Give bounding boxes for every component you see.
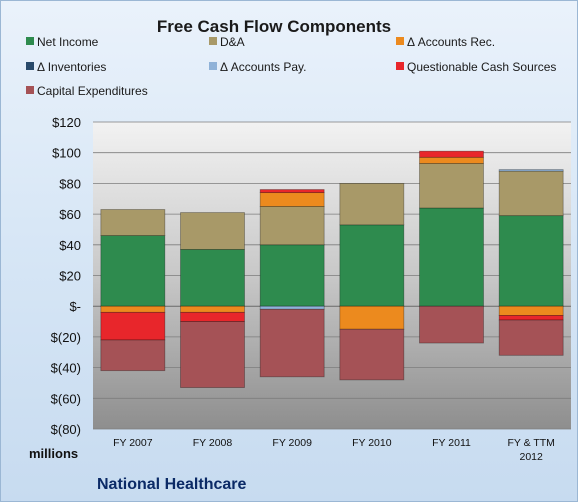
bar-capital-expenditures <box>498 319 564 356</box>
bar-questionable-cash-sources <box>100 311 166 341</box>
bar-net-income <box>339 224 405 307</box>
y-tick-label: $(60) <box>51 391 81 406</box>
legend-label-d-a: D&A <box>220 35 245 49</box>
y-tick-label: $40 <box>59 238 81 253</box>
legend-swatch-delta-accounts-rec <box>396 37 404 45</box>
legend-swatch-delta-inventories <box>26 62 34 70</box>
bar-delta-accounts-rec <box>339 305 405 330</box>
x-tick-label: FY 2008 <box>193 437 233 449</box>
legend-swatch-questionable-cash-sources <box>396 62 404 70</box>
bar-net-income <box>180 249 245 307</box>
legend-swatch-d-a <box>209 37 217 45</box>
bar-net-income <box>419 207 484 307</box>
y-tick-label: $100 <box>52 146 81 161</box>
y-tick-label: $120 <box>52 115 81 130</box>
y-tick-label: $(80) <box>51 422 81 437</box>
bar-questionable-cash-sources <box>180 311 245 322</box>
bar-questionable-cash-sources <box>498 315 564 321</box>
y-tick-label: $- <box>69 299 81 314</box>
legend-swatch-delta-accounts-pay <box>209 62 217 70</box>
bar-d-a <box>339 182 405 226</box>
y-tick-label: $20 <box>59 269 81 284</box>
bar-d-a <box>180 212 245 250</box>
legend-label-capital-expenditures: Capital Expenditures <box>37 84 148 98</box>
bar-delta-accounts-rec <box>100 305 166 313</box>
bar-d-a <box>498 170 564 217</box>
x-tick-label: FY & TTM 2012 <box>507 437 554 463</box>
legend-label-delta-accounts-rec: Δ Accounts Rec. <box>407 35 495 49</box>
bar-capital-expenditures <box>180 321 245 388</box>
bar-delta-accounts-pay <box>259 305 325 310</box>
bar-delta-accounts-rec <box>180 305 245 313</box>
x-axis: FY 2007 FY 2008 FY 2009 FY 2010 FY 2011 FY & … <box>113 437 555 463</box>
company-name: National Healthcare <box>97 476 246 493</box>
bar-capital-expenditures <box>339 328 405 381</box>
bar-delta-accounts-rec <box>259 192 325 207</box>
bar-questionable-cash-sources <box>259 189 325 194</box>
chart-title: Free Cash Flow Components <box>157 17 391 36</box>
legend-swatch-capital-expenditures <box>26 86 34 94</box>
bar-net-income <box>259 244 325 307</box>
bar-delta-accounts-pay <box>498 169 564 172</box>
x-tick-label: FY 2010 <box>352 437 392 449</box>
y-axis: $120 $100 $80 $60 $40 $20 $- $(20) $(40) $(60) $(8… <box>51 115 81 437</box>
bar-net-income <box>498 215 564 307</box>
legend-label-delta-accounts-pay: Δ Accounts Pay. <box>220 60 307 74</box>
y-tick-label: $80 <box>59 176 81 191</box>
bar-capital-expenditures <box>259 308 325 378</box>
bar-d-a <box>419 163 484 209</box>
legend-label-net-income: Net Income <box>37 35 99 49</box>
bar-net-income <box>100 235 166 307</box>
bar-d-a <box>259 206 325 246</box>
legend-label-delta-inventories: Δ Inventories <box>37 60 106 74</box>
units-label: millions <box>29 446 78 461</box>
bar-questionable-cash-sources <box>419 150 484 158</box>
bar-capital-expenditures <box>100 339 166 372</box>
x-tick-label: FY 2009 <box>272 437 312 449</box>
bars <box>100 150 564 388</box>
bar-delta-accounts-rec <box>498 305 564 316</box>
bar-delta-accounts-rec <box>419 156 484 164</box>
bar-d-a <box>100 209 166 236</box>
y-tick-label: $60 <box>59 207 81 222</box>
x-tick-label: FY 2007 <box>113 437 153 449</box>
y-tick-label: $(20) <box>51 330 81 345</box>
legend-swatch-net-income <box>26 37 34 45</box>
legend-label-questionable-cash-sources: Questionable Cash Sources <box>407 60 556 74</box>
bar-capital-expenditures <box>419 305 484 344</box>
gridlines <box>93 121 571 430</box>
x-tick-label: FY 2011 <box>432 437 471 449</box>
legend: Net Income D&A Δ Accounts Rec. Δ Inventorie… <box>26 35 556 98</box>
y-tick-label: $(40) <box>51 361 81 376</box>
